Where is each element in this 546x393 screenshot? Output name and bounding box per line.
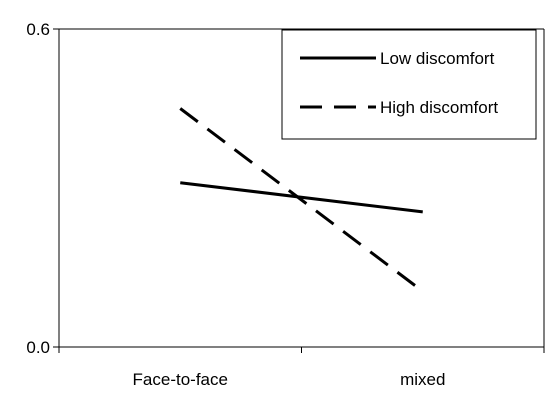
legend-label: High discomfort (380, 98, 498, 117)
series-lines (179, 107, 424, 293)
y-tick-label: 0.6 (26, 20, 50, 39)
x-tick-label: mixed (400, 370, 445, 389)
x-axis-ticks: Face-to-face mixed (58, 347, 545, 389)
plot-frame (58, 28, 545, 348)
y-axis-ticks: 0.0 0.6 (26, 20, 59, 357)
series-line-high-discomfort (179, 107, 424, 293)
legend-label: Low discomfort (380, 49, 495, 68)
x-tick-label: Face-to-face (133, 370, 228, 389)
y-tick-label: 0.0 (26, 338, 50, 357)
legend: Low discomfort High discomfort (281, 29, 537, 140)
series-line-low-discomfort (180, 181, 423, 214)
legend-box (281, 29, 537, 140)
